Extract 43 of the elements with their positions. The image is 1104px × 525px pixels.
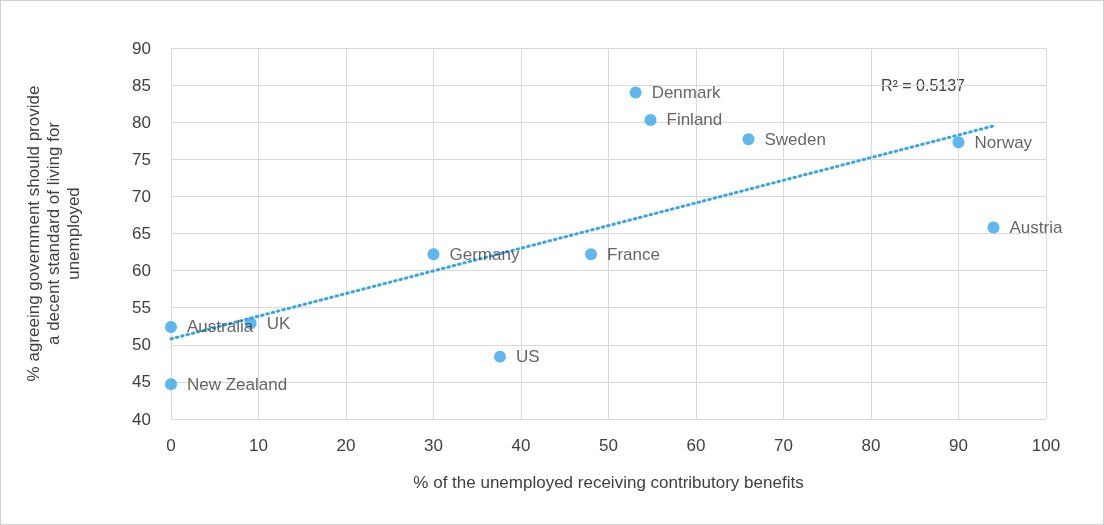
data-label: New Zealand: [187, 374, 288, 394]
data-label: Norway: [974, 132, 1033, 152]
x-tick-label: 40: [511, 436, 531, 455]
y-tick-label: 70: [132, 186, 151, 206]
data-label: UK: [266, 313, 291, 333]
x-tick-label: 20: [336, 436, 356, 455]
y-tick-label: 40: [132, 409, 151, 429]
x-tick-label: 60: [686, 436, 706, 455]
point: [742, 133, 755, 146]
point: [952, 136, 965, 149]
data-label: Sweden: [764, 129, 826, 149]
point: [644, 113, 657, 126]
y-tick-label: 60: [132, 261, 151, 281]
x-tick-label: 30: [424, 436, 443, 455]
x-tick-label: 0: [166, 436, 176, 455]
x-tick-label: 100: [1031, 436, 1061, 455]
y-tick-label: 45: [132, 372, 151, 392]
data-label: Finland: [666, 110, 723, 130]
y-tick-label: 75: [132, 149, 151, 169]
point: [427, 248, 440, 261]
x-tick-label: 70: [774, 436, 793, 455]
y-tick-label: 55: [132, 298, 151, 318]
data-label: US: [516, 347, 540, 367]
x-tick-label: 10: [249, 436, 268, 455]
point: [585, 248, 597, 261]
point: [629, 86, 642, 99]
point: [165, 378, 177, 391]
data-label: France: [607, 244, 660, 264]
x-tick-label: 90: [949, 436, 968, 455]
point: [494, 350, 506, 363]
y-tick-label: 65: [132, 224, 151, 243]
x-tick-label: 80: [861, 436, 881, 455]
data-label: Austria: [1009, 218, 1063, 238]
x-tick-label: 50: [599, 436, 618, 455]
y-tick-label: 50: [132, 335, 151, 355]
y-axis-title: % agreeing government should provide a decent standard of living for unemployed: [23, 85, 83, 382]
x-axis-title: % of the unemployed receiving contributory benefits: [413, 473, 804, 492]
point: [987, 221, 1000, 234]
y-tick-label: 80: [132, 112, 151, 132]
point: [165, 320, 177, 333]
y-tick-label: 90: [132, 38, 151, 58]
y-tick-label: 85: [132, 75, 151, 95]
data-label: Denmark: [651, 83, 722, 103]
